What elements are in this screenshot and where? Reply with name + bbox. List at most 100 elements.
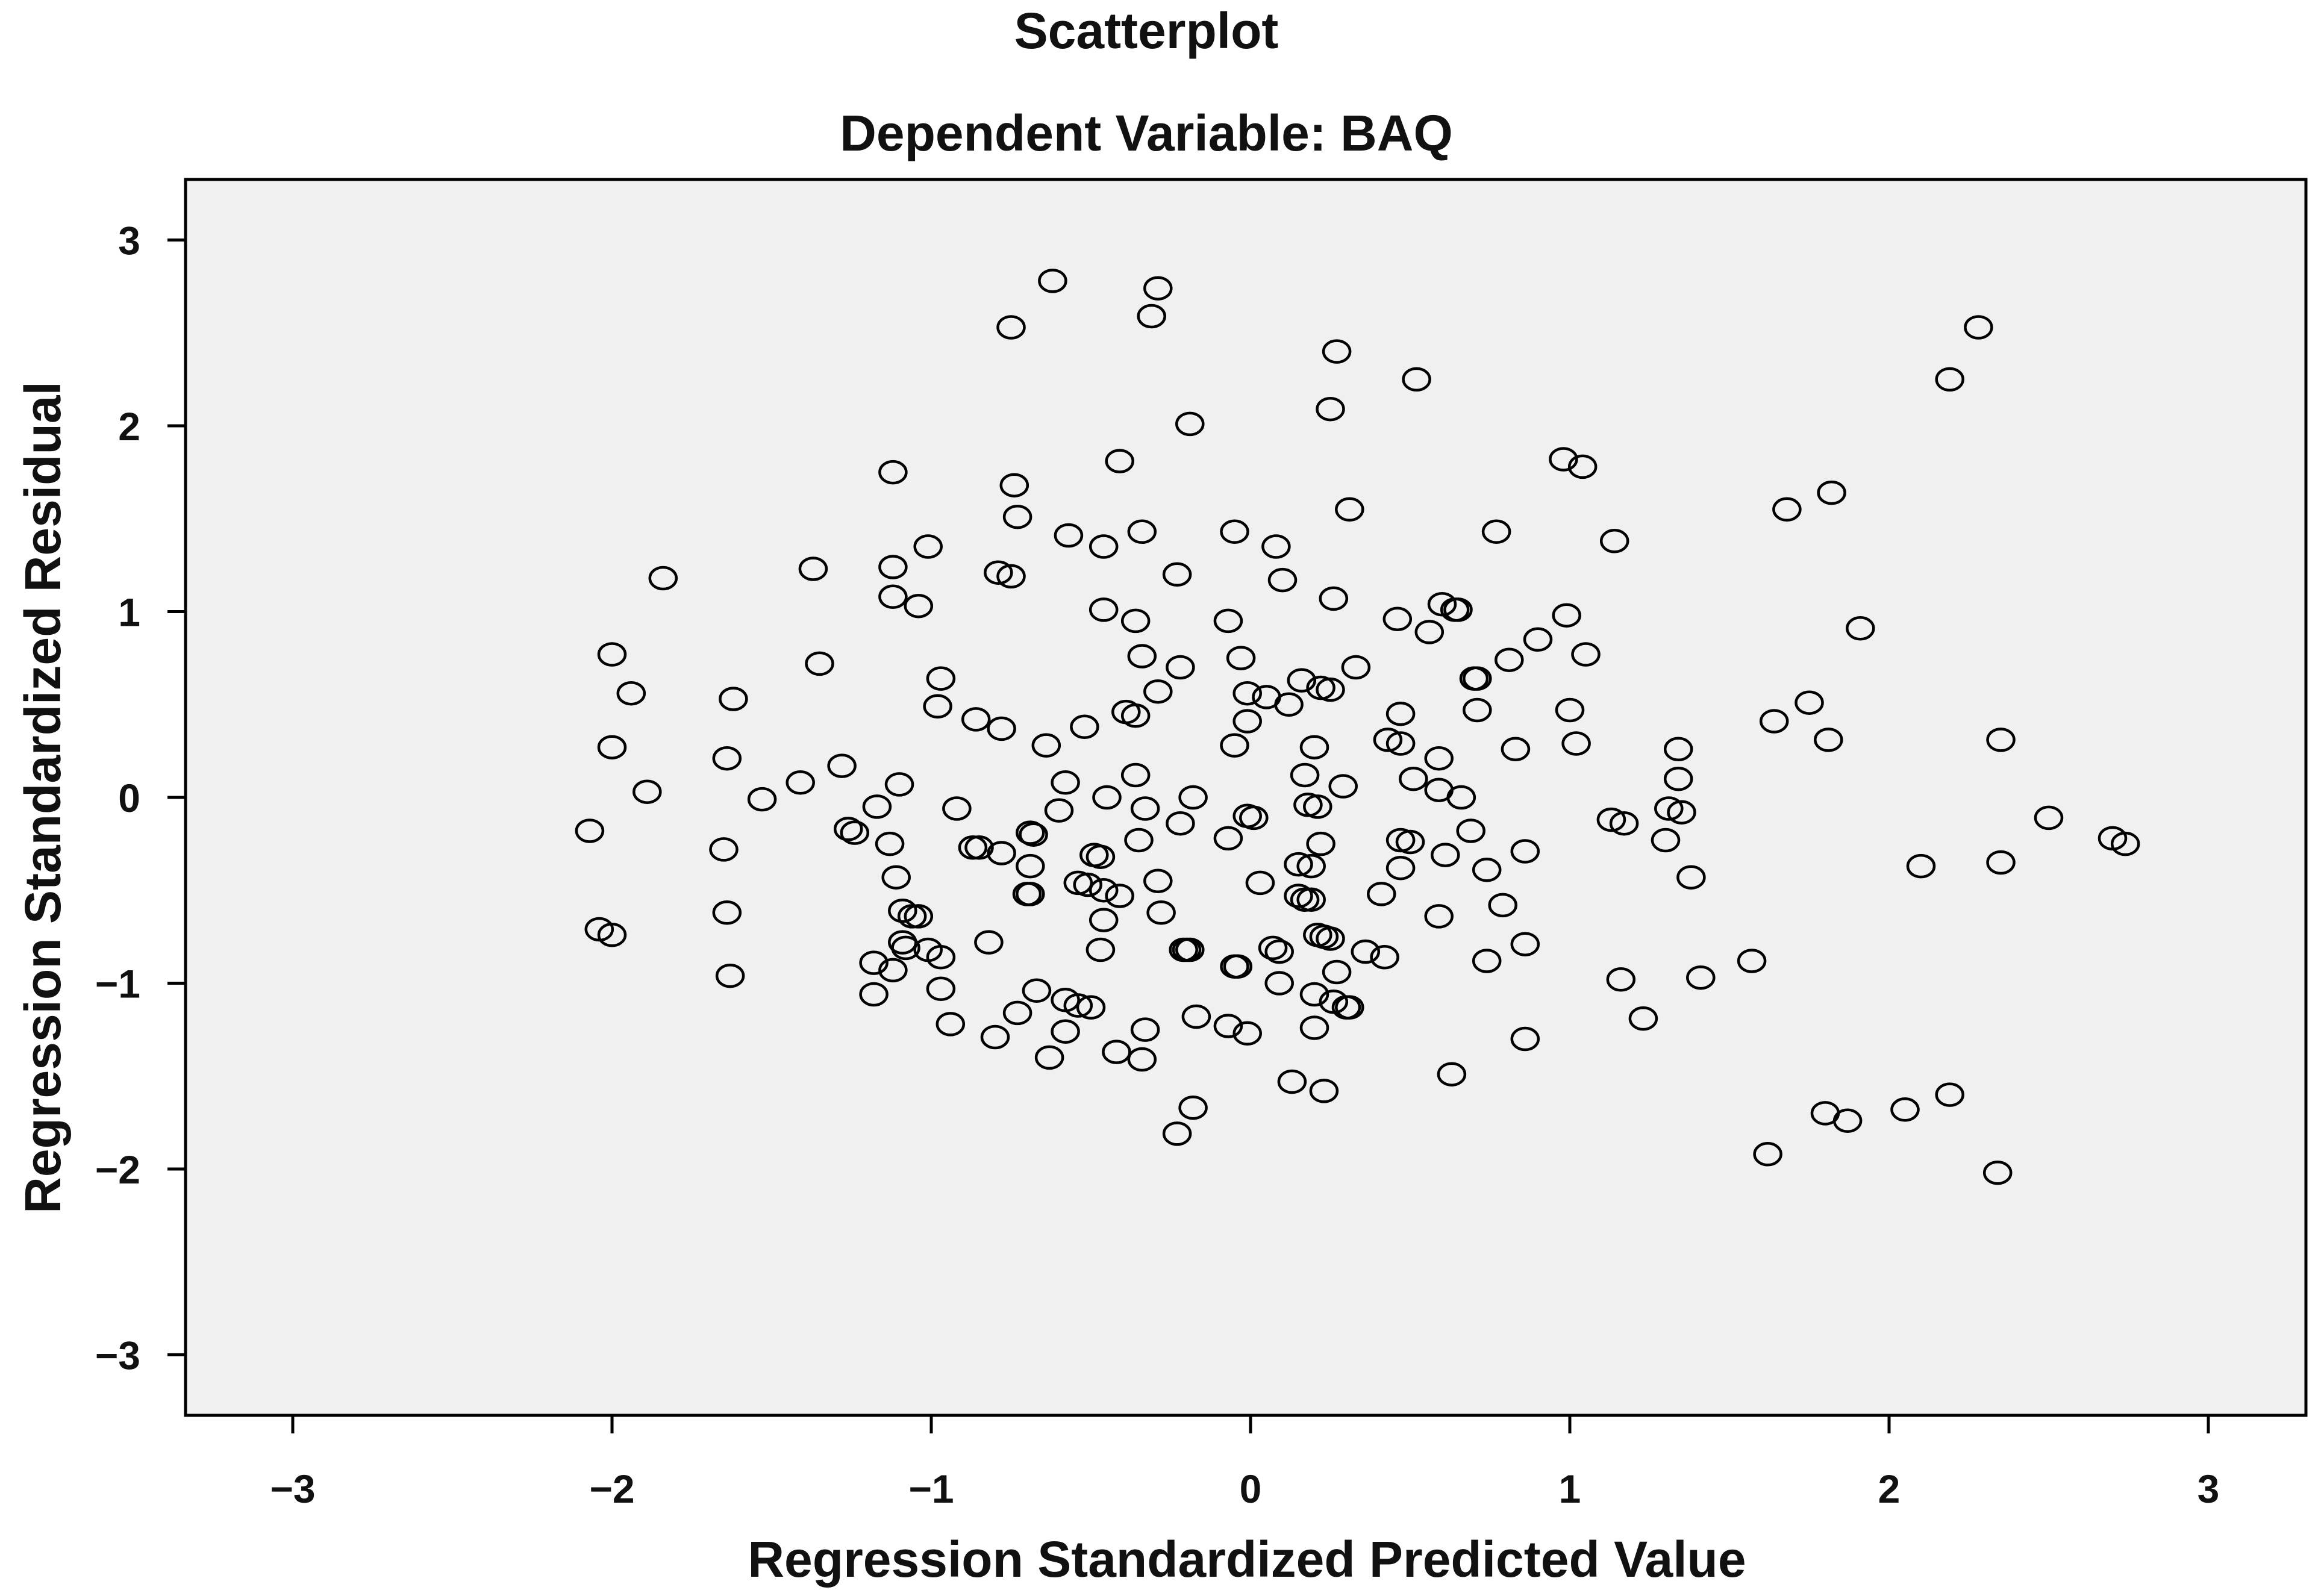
- data-point: [1846, 616, 1875, 641]
- data-point: [964, 835, 994, 860]
- data-point: [1146, 900, 1176, 925]
- chart-title: Scatterplot: [1014, 2, 1279, 59]
- data-point: [1299, 1015, 1329, 1040]
- data-point: [597, 642, 627, 667]
- data-point: [1335, 497, 1364, 522]
- data-point: [1370, 945, 1399, 970]
- data-point: [1073, 872, 1102, 897]
- data-point: [1213, 1014, 1243, 1038]
- data-point: [1555, 697, 1585, 723]
- data-point: [980, 1024, 1010, 1050]
- data-point: [1446, 785, 1476, 810]
- x-tick-label: −2: [589, 1467, 634, 1511]
- data-point: [1051, 1019, 1080, 1044]
- x-tick-label: 2: [1878, 1467, 1901, 1511]
- data-point: [1175, 937, 1205, 962]
- data-point: [575, 818, 605, 843]
- data-point: [1759, 709, 1789, 734]
- data-point: [1982, 1160, 2013, 1185]
- data-point: [974, 930, 1004, 955]
- data-point: [878, 555, 908, 579]
- data-point: [1130, 1017, 1160, 1042]
- x-tick-label: −1: [908, 1467, 954, 1511]
- data-point: [1306, 831, 1335, 856]
- data-point: [891, 935, 920, 961]
- data-point: [1341, 655, 1371, 680]
- y-tick-label: 3: [118, 219, 140, 263]
- data-point: [926, 666, 956, 691]
- data-point: [1964, 315, 1993, 340]
- data-point: [1772, 497, 1802, 522]
- data-point: [1753, 1142, 1782, 1167]
- data-point: [1316, 926, 1345, 951]
- data-point: [1316, 396, 1345, 422]
- data-point: [1832, 1108, 1863, 1133]
- plot-area: [184, 178, 2308, 1417]
- data-points: [575, 269, 2140, 1185]
- data-point: [996, 564, 1026, 589]
- data-point: [1385, 701, 1416, 726]
- data-point: [1166, 811, 1195, 836]
- data-point: [712, 746, 742, 771]
- x-axis-label: Regression Standardized Predicted Value: [748, 1531, 1746, 1588]
- data-point: [1130, 796, 1160, 821]
- data-point: [1737, 949, 1767, 973]
- data-point: [1284, 884, 1313, 908]
- data-point: [1686, 965, 1716, 990]
- data-point: [1599, 529, 1629, 553]
- data-point: [1567, 454, 1598, 479]
- data-point: [1299, 735, 1329, 759]
- data-point: [1523, 627, 1553, 652]
- y-tick-label: 2: [118, 404, 140, 449]
- data-point: [1472, 858, 1502, 882]
- data-point: [1495, 647, 1524, 672]
- data-point: [1089, 878, 1119, 903]
- data-point: [597, 923, 627, 947]
- data-point: [1382, 606, 1413, 632]
- data-point: [936, 1012, 966, 1037]
- data-point: [597, 735, 627, 759]
- data-point: [1935, 1082, 1964, 1107]
- data-point: [1264, 971, 1294, 996]
- data-point: [805, 651, 834, 676]
- data-point: [1424, 904, 1454, 929]
- data-point: [1399, 766, 1428, 791]
- data-point: [1571, 642, 1601, 667]
- data-point: [1817, 480, 1846, 505]
- data-point: [1070, 714, 1099, 740]
- data-point: [1395, 829, 1425, 855]
- data-point: [1143, 276, 1173, 301]
- data-point: [1501, 737, 1531, 762]
- data-point: [1143, 868, 1173, 894]
- data-point: [1890, 1097, 1920, 1122]
- data-point: [1654, 796, 1684, 821]
- data-point: [987, 716, 1016, 741]
- chart-subtitle: Dependent Variable: BAQ: [840, 105, 1453, 161]
- data-point: [1437, 1062, 1467, 1086]
- data-point: [633, 779, 662, 804]
- y-axis-label: Regression Standardized Residual: [14, 381, 71, 1214]
- data-point: [1076, 995, 1106, 1020]
- data-point: [1239, 805, 1269, 831]
- data-point: [1414, 620, 1445, 644]
- data-point: [1906, 853, 1936, 879]
- data-point: [1385, 855, 1416, 881]
- data-point: [1127, 644, 1157, 669]
- data-point: [1510, 932, 1540, 956]
- data-point: [904, 593, 934, 619]
- data-point: [1561, 731, 1591, 756]
- data-point: [904, 904, 934, 929]
- data-point: [1676, 865, 1706, 890]
- data-point: [1267, 567, 1298, 593]
- y-tick-label: −2: [95, 1147, 140, 1192]
- y-tick-label: −1: [95, 962, 140, 1006]
- data-point: [1274, 692, 1304, 717]
- data-point: [1031, 733, 1061, 758]
- data-point: [999, 473, 1029, 497]
- data-point: [1258, 935, 1288, 961]
- data-point: [1120, 762, 1151, 788]
- data-point: [1287, 668, 1317, 693]
- data-point: [984, 560, 1013, 585]
- data-point: [942, 796, 972, 821]
- data-point: [878, 584, 908, 610]
